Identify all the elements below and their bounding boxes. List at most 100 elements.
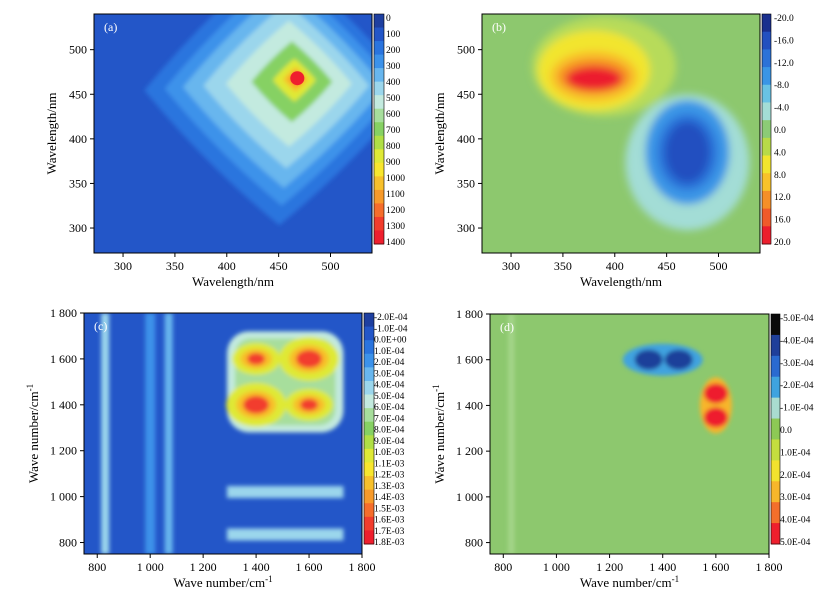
x-tick-label: 350 [554, 259, 572, 273]
colorbar-swatch [374, 68, 384, 83]
colorbar-swatch [364, 380, 374, 396]
y-tick-label: 500 [69, 43, 87, 57]
negative-peak [665, 122, 710, 183]
y-tick-label: 300 [457, 221, 475, 235]
x-axis-label: Wavelength/nm [192, 274, 274, 289]
colorbar-swatch [771, 460, 780, 482]
cross-peak [243, 395, 270, 414]
plot-frame [93, 13, 373, 254]
colorbar-swatch [364, 503, 374, 518]
y-tick-label: 400 [457, 132, 475, 146]
colorbar-swatch [364, 367, 374, 382]
colorbar-swatch [771, 502, 780, 524]
colorbar-swatch [762, 173, 771, 192]
colorbar-swatch [762, 208, 771, 227]
x-tick-label: 800 [88, 560, 106, 574]
y-tick-label: 350 [69, 176, 87, 190]
colorbar-swatch [762, 102, 771, 121]
colorbar-label: 500 [386, 94, 401, 104]
y-tick-label: 300 [69, 221, 87, 235]
heatmap-field [84, 313, 362, 554]
chart-panel-b: 300 350 400 450 500 300 350 400 450 500 Wavelength… [432, 13, 794, 289]
colorbar-0: 0 100 200 300 400 500 600 700 800 900 1000 1100 1200… [373, 13, 405, 248]
colorbar-label: 1.2E-03 [374, 471, 405, 481]
colorbar-label: 6.0E-04 [374, 403, 405, 413]
colorbar-swatch [364, 435, 374, 450]
colorbar-label: 5.0E-04 [780, 538, 811, 548]
plot-frame [83, 312, 363, 555]
colorbar-swatch [374, 95, 384, 110]
heatmap-field [482, 14, 760, 253]
colorbar-swatch [762, 226, 771, 245]
colorbar-label: 1100 [386, 190, 405, 200]
x-tick-label: 500 [710, 259, 728, 273]
colorbar-swatch [374, 122, 384, 137]
y-tick-label: 1 000 [456, 490, 483, 504]
colorbar-swatch [374, 149, 384, 164]
colorbar-swatch [762, 120, 771, 139]
colorbar-label: 900 [386, 158, 401, 168]
colorbar-swatch [374, 14, 384, 29]
colorbar-label: 1.0E-04 [780, 448, 811, 458]
colorbar-swatch [364, 340, 374, 355]
y-tick-label: 1 800 [456, 307, 483, 321]
colorbar-swatch [374, 203, 384, 218]
colorbar-label: 1.1E-03 [374, 459, 405, 469]
colorbar-swatch [771, 355, 780, 378]
colorbar-label: -1.0E-04 [780, 404, 814, 414]
colorbar-label: 3.0E-04 [780, 493, 811, 503]
y-axis-label: Wave number/cm-1 [431, 384, 447, 483]
colorbar-swatch [364, 489, 374, 504]
colorbar-label: 400 [386, 78, 401, 88]
positive-peak [703, 383, 728, 404]
colorbar-label: -2.0E-04 [780, 381, 814, 391]
colorbar-swatch [374, 162, 384, 177]
colorbar-label: -3.0E-04 [780, 359, 814, 369]
colorbar-label: 5.0E-04 [374, 392, 405, 402]
y-axis-label: Wavelength/nm [432, 93, 447, 175]
y-tick-label: 350 [457, 176, 475, 190]
colorbar-label: 1.0E-03 [374, 448, 405, 458]
colorbar-label: 300 [386, 62, 401, 72]
x-tick-label: 1 200 [596, 560, 623, 574]
y-tick-label: 1 200 [50, 444, 77, 458]
colorbar-swatch [374, 27, 384, 42]
heatmap-field [94, 14, 372, 253]
colorbar-label: 4.0 [774, 148, 786, 158]
colorbar-label: 800 [386, 142, 401, 152]
y-tick-label: 450 [69, 87, 87, 101]
cross-peak [296, 349, 323, 368]
x-tick-label: 1 000 [543, 560, 570, 574]
panel-label: (a) [104, 20, 117, 34]
x-tick-label: 400 [218, 259, 236, 273]
colorbar-swatch [762, 14, 771, 33]
colorbar-label: 12.0 [774, 193, 791, 203]
colorbar-swatch [374, 41, 384, 56]
y-tick-label: 1 000 [50, 490, 77, 504]
heatmap-field [490, 314, 769, 554]
chart-panel-c: 800 1 000 1 200 1 400 1 600 1 800 800 1 000 1 20… [25, 306, 408, 590]
panel-label: (b) [492, 20, 506, 34]
colorbar-swatch [762, 49, 771, 68]
cross-peak [300, 398, 319, 411]
y-tick-label: 1 400 [50, 398, 77, 412]
colorbar-3: -5.0E-04 -4.0E-04 -3.0E-04 -2.0E-04 -1.0E-04… [770, 313, 814, 548]
chart-panel-a: 300 350 400 450 500 300 350 400 450 500 Wavelength… [44, 13, 405, 289]
x-tick-label: 1 600 [702, 560, 729, 574]
colorbar-swatch [364, 448, 374, 463]
colorbar-swatch [364, 530, 374, 545]
colorbar-swatch [374, 54, 384, 69]
x-tick-label: 1 600 [296, 560, 323, 574]
colorbar-label: 16.0 [774, 216, 791, 226]
colorbar-label: -8.0 [774, 81, 789, 91]
colorbar-swatch [771, 418, 780, 440]
colorbar-swatch [771, 334, 780, 357]
x-tick-label: 1 400 [243, 560, 270, 574]
x-tick-label: 450 [658, 259, 676, 273]
colorbar-swatch [374, 81, 384, 96]
colorbar-swatch [762, 190, 771, 210]
x-tick-label: 1 200 [190, 560, 217, 574]
colorbar-label: 1000 [386, 174, 405, 184]
colorbar-swatch [762, 31, 771, 50]
negative-peak [634, 349, 663, 370]
